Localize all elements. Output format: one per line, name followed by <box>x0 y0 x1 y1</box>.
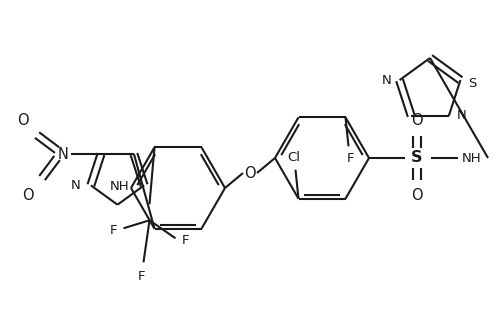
Text: N: N <box>58 147 68 161</box>
Text: O: O <box>22 188 34 203</box>
Text: O: O <box>18 113 29 128</box>
Text: F: F <box>182 234 189 247</box>
Text: O: O <box>411 113 423 128</box>
Text: N: N <box>71 179 81 192</box>
Text: S: S <box>468 77 477 89</box>
Text: N: N <box>457 109 466 122</box>
Text: F: F <box>347 152 354 165</box>
Text: S: S <box>411 150 423 165</box>
Text: NH: NH <box>462 151 482 165</box>
Text: O: O <box>411 188 423 203</box>
Text: F: F <box>138 270 145 283</box>
Text: O: O <box>244 165 256 181</box>
Text: Cl: Cl <box>287 151 300 164</box>
Text: N: N <box>382 73 392 87</box>
Text: F: F <box>110 224 118 237</box>
Text: NH: NH <box>110 180 130 193</box>
